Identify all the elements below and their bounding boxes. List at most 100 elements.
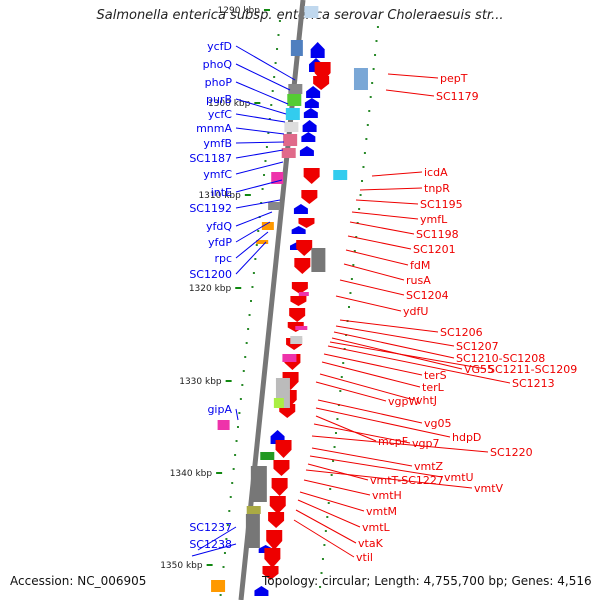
right-gene-label: rusA [406, 274, 431, 287]
right-leader-line [311, 435, 489, 453]
right-gene-label: fdM [410, 259, 430, 272]
left-gene-label: phoP [205, 76, 233, 89]
outer-guide-dot [358, 208, 361, 210]
annotation-box [268, 202, 281, 210]
right-leader-line [305, 469, 473, 489]
right-gene-label: ydfU [403, 305, 428, 318]
inner-guide-dot [271, 90, 274, 92]
outer-guide-dot [359, 194, 362, 196]
outer-guide-dot [329, 488, 332, 490]
inner-guide-dot [264, 160, 267, 162]
forward-gene-arrow [299, 146, 314, 156]
outer-guide-dot [361, 180, 364, 182]
left-leader-line [235, 408, 239, 421]
annotation-box [353, 68, 368, 90]
reverse-gene-arrow [301, 190, 318, 204]
outer-guide-dot [349, 292, 352, 294]
reverse-gene-arrow [298, 218, 315, 228]
right-gene-label: SC1206 [440, 326, 483, 339]
right-gene-label: terS [424, 369, 447, 382]
right-gene-label: SC1211-SC1209 [488, 363, 577, 376]
right-leader-line [293, 519, 355, 558]
inner-guide-dot [268, 118, 271, 120]
annotation-box [250, 466, 267, 502]
annotation-box [273, 398, 284, 408]
outer-guide-dot [353, 250, 356, 252]
forward-gene-arrow [301, 132, 316, 142]
left-leader-line [235, 141, 285, 144]
outer-guide-dot [327, 502, 330, 504]
annotation-box [284, 122, 299, 132]
outer-guide-dot [368, 110, 371, 112]
outer-guide-dot [326, 516, 329, 518]
reverse-gene-arrow [268, 512, 285, 528]
right-leader-line [371, 171, 423, 177]
forward-gene-arrow [302, 120, 317, 132]
outer-guide-dot [330, 474, 333, 476]
right-leader-line [349, 221, 415, 235]
left-leader-line [235, 98, 287, 115]
right-gene-label: vgpW [388, 395, 419, 408]
right-leader-line [303, 479, 371, 496]
annotation-box [245, 514, 260, 548]
right-leader-line [329, 341, 487, 370]
right-gene-label: vmtH [372, 489, 402, 502]
left-leader-line [235, 221, 271, 243]
outer-guide-dot [371, 82, 374, 84]
right-leader-line [311, 447, 413, 467]
inner-guide-dot [270, 104, 273, 106]
inner-guide-dot [225, 538, 228, 540]
outer-guide-dot [376, 26, 379, 28]
left-gene-label: yfdQ [206, 220, 232, 233]
inner-guide-dot [274, 62, 277, 64]
right-leader-line [335, 295, 402, 312]
right-leader-line [315, 407, 451, 438]
outer-guide-dot [369, 96, 372, 98]
outer-guide-dot [350, 278, 353, 280]
right-leader-line [295, 509, 357, 544]
right-leader-line [315, 415, 377, 442]
outer-guide-dot [348, 306, 350, 308]
outer-guide-dot [340, 376, 343, 378]
outer-guide-dot [320, 572, 323, 574]
right-gene-label: terL [422, 381, 445, 394]
annotation-box [271, 172, 284, 184]
inner-guide-dot [254, 258, 257, 260]
left-leader-line [235, 179, 283, 193]
left-gene-label: ycfD [207, 40, 232, 53]
forward-gene-arrow [306, 86, 321, 98]
left-leader-line [235, 231, 269, 259]
right-leader-line [359, 187, 423, 191]
right-gene-label: vmtU [444, 471, 474, 484]
right-gene-label: vg05 [424, 417, 452, 430]
forward-gene-arrow [293, 204, 308, 214]
right-gene-label: SC1198 [416, 228, 459, 241]
inner-guide-dot [231, 482, 234, 484]
right-leader-line [385, 89, 435, 97]
left-gene-label: ycfC [208, 108, 232, 121]
annotation-box [281, 148, 296, 158]
outer-guide-dot [333, 446, 336, 448]
inner-guide-dot [252, 272, 255, 274]
outer-guide-dot [365, 138, 368, 140]
tick-label: 1300 kbp [208, 99, 251, 109]
left-leader-line [197, 526, 237, 551]
tick-label: 1320 kbp [189, 284, 232, 294]
left-gene-label: SC1187 [189, 152, 232, 165]
outer-guide-dot [321, 558, 324, 560]
right-leader-line [343, 263, 405, 281]
reverse-gene-arrow [275, 440, 292, 458]
reverse-gene-arrow [290, 296, 307, 306]
outer-guide-dot [366, 124, 369, 126]
right-leader-line [333, 331, 455, 359]
reverse-gene-arrow [264, 548, 281, 568]
forward-gene-arrow [304, 98, 319, 108]
right-gene-label: vmtV [474, 482, 504, 495]
outer-guide-dot [336, 418, 339, 420]
annotation-box [260, 452, 275, 460]
right-gene-label: vmtM [366, 505, 397, 518]
right-gene-label: vmtZ [414, 460, 444, 473]
inner-guide-dot [241, 384, 244, 386]
tick-label: 1330 kbp [179, 377, 222, 387]
